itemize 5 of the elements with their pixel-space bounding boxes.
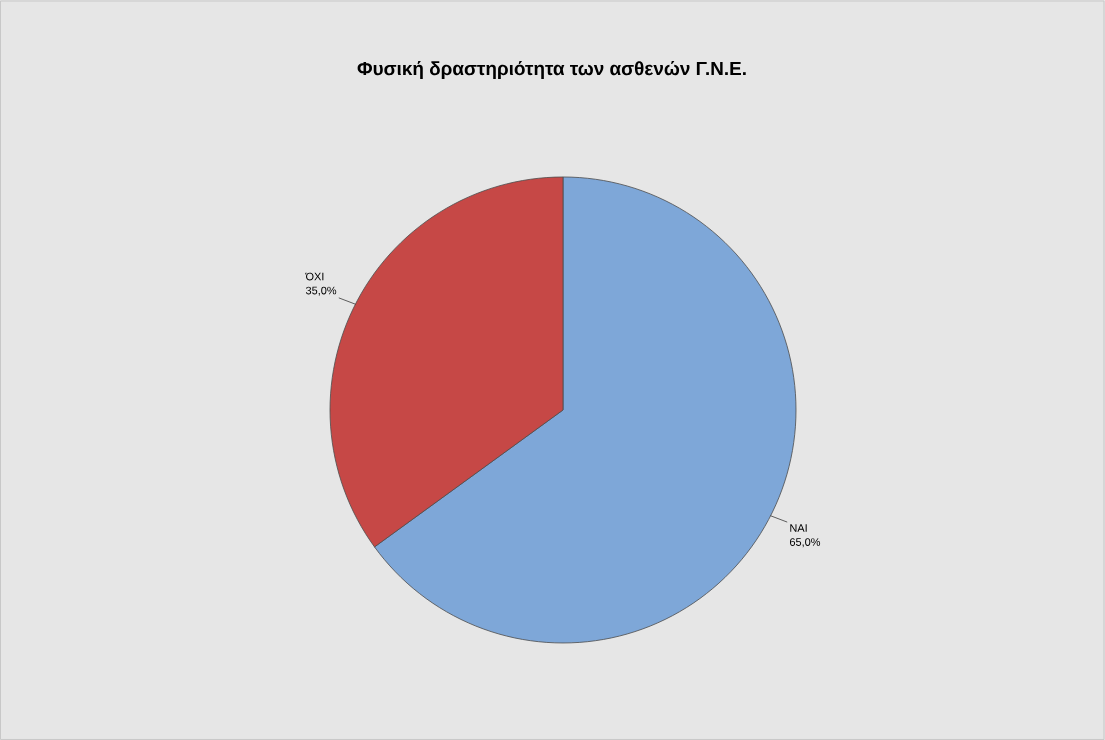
slice-label: ΝΑΙ (790, 524, 807, 532)
data-label: 35,0% (305, 286, 337, 296)
chart-title: Φυσική δραστηριότητα των ασθενών Γ.Ν.Ε. (357, 61, 746, 79)
slice-label: ΌΧΙ (305, 272, 324, 281)
data-label: 65,0% (789, 538, 821, 548)
